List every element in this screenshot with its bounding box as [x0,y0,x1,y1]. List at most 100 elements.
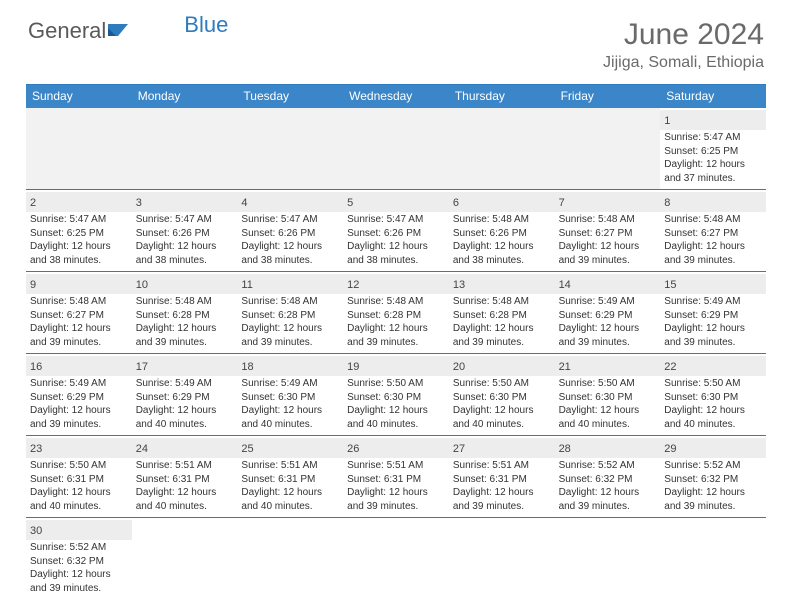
calendar-cell: 12Sunrise: 5:48 AMSunset: 6:28 PMDayligh… [343,272,449,353]
daylight-text-2: and 39 minutes. [30,418,128,432]
calendar-cell [660,518,766,599]
calendar-cell: 9Sunrise: 5:48 AMSunset: 6:27 PMDaylight… [26,272,132,353]
daylight-text-1: Daylight: 12 hours [136,322,234,336]
sunrise-text: Sunrise: 5:48 AM [453,295,551,309]
day-number: 16 [30,361,42,373]
logo-text-general: General [28,18,106,44]
daylight-text-2: and 39 minutes. [664,336,762,350]
sunrise-text: Sunrise: 5:49 AM [241,377,339,391]
daynum-row: 10 [132,274,238,294]
daynum-row: 5 [343,192,449,212]
calendar: SundayMondayTuesdayWednesdayThursdayFrid… [26,84,766,599]
calendar-cell [237,518,343,599]
sunset-text: Sunset: 6:31 PM [30,473,128,487]
sunset-text: Sunset: 6:30 PM [347,391,445,405]
daynum-row: 28 [555,438,661,458]
dayname-row: SundayMondayTuesdayWednesdayThursdayFrid… [26,85,766,108]
day-number: 17 [136,361,148,373]
flag-icon [108,18,136,44]
day-number: 2 [30,197,36,209]
calendar-cell: 6Sunrise: 5:48 AMSunset: 6:26 PMDaylight… [449,190,555,271]
sunrise-text: Sunrise: 5:49 AM [136,377,234,391]
week-row: 23Sunrise: 5:50 AMSunset: 6:31 PMDayligh… [26,436,766,518]
day-number: 20 [453,361,465,373]
sunrise-text: Sunrise: 5:47 AM [30,213,128,227]
day-number: 4 [241,197,247,209]
daylight-text-1: Daylight: 12 hours [559,322,657,336]
daylight-text-1: Daylight: 12 hours [136,486,234,500]
daylight-text-1: Daylight: 12 hours [241,486,339,500]
calendar-cell: 18Sunrise: 5:49 AMSunset: 6:30 PMDayligh… [237,354,343,435]
day-number: 3 [136,197,142,209]
daynum-row: 26 [343,438,449,458]
calendar-cell: 22Sunrise: 5:50 AMSunset: 6:30 PMDayligh… [660,354,766,435]
calendar-cell: 19Sunrise: 5:50 AMSunset: 6:30 PMDayligh… [343,354,449,435]
day-number: 9 [30,279,36,291]
daynum-row: 15 [660,274,766,294]
calendar-cell: 23Sunrise: 5:50 AMSunset: 6:31 PMDayligh… [26,436,132,517]
calendar-cell: 25Sunrise: 5:51 AMSunset: 6:31 PMDayligh… [237,436,343,517]
title-block: June 2024 Jijiga, Somali, Ethiopia [603,18,764,72]
daylight-text-2: and 39 minutes. [347,500,445,514]
header: General Blue June 2024 Jijiga, Somali, E… [0,0,792,80]
daynum-row: 25 [237,438,343,458]
day-number: 22 [664,361,676,373]
daylight-text-2: and 39 minutes. [30,336,128,350]
daynum-row: 11 [237,274,343,294]
daylight-text-1: Daylight: 12 hours [241,404,339,418]
logo-text-blue: Blue [184,12,228,38]
daylight-text-1: Daylight: 12 hours [664,486,762,500]
calendar-cell: 2Sunrise: 5:47 AMSunset: 6:25 PMDaylight… [26,190,132,271]
daynum-row: 22 [660,356,766,376]
daylight-text-2: and 39 minutes. [664,500,762,514]
daynum-row: 20 [449,356,555,376]
day-number: 23 [30,443,42,455]
calendar-cell: 16Sunrise: 5:49 AMSunset: 6:29 PMDayligh… [26,354,132,435]
sunrise-text: Sunrise: 5:48 AM [453,213,551,227]
sunset-text: Sunset: 6:30 PM [241,391,339,405]
day-number: 25 [241,443,253,455]
week-row: 2Sunrise: 5:47 AMSunset: 6:25 PMDaylight… [26,190,766,272]
daynum-row: 19 [343,356,449,376]
daylight-text-1: Daylight: 12 hours [347,404,445,418]
daylight-text-2: and 40 minutes. [347,418,445,432]
sunset-text: Sunset: 6:30 PM [664,391,762,405]
daylight-text-1: Daylight: 12 hours [664,158,762,172]
daylight-text-2: and 39 minutes. [30,582,128,596]
sunrise-text: Sunrise: 5:50 AM [453,377,551,391]
sunrise-text: Sunrise: 5:48 AM [664,213,762,227]
sunset-text: Sunset: 6:28 PM [347,309,445,323]
location-subtitle: Jijiga, Somali, Ethiopia [603,54,764,72]
dayname: Monday [132,85,238,108]
day-number: 28 [559,443,571,455]
daylight-text-2: and 39 minutes. [664,254,762,268]
day-number: 11 [241,279,252,291]
calendar-cell: 8Sunrise: 5:48 AMSunset: 6:27 PMDaylight… [660,190,766,271]
daylight-text-1: Daylight: 12 hours [241,322,339,336]
calendar-cell [449,518,555,599]
sunrise-text: Sunrise: 5:49 AM [664,295,762,309]
daynum-row: 27 [449,438,555,458]
calendar-cell: 20Sunrise: 5:50 AMSunset: 6:30 PMDayligh… [449,354,555,435]
daynum-row: 7 [555,192,661,212]
calendar-cell: 30Sunrise: 5:52 AMSunset: 6:32 PMDayligh… [26,518,132,599]
day-number: 13 [453,279,465,291]
calendar-cell: 4Sunrise: 5:47 AMSunset: 6:26 PMDaylight… [237,190,343,271]
calendar-cell [26,108,132,189]
daylight-text-1: Daylight: 12 hours [136,404,234,418]
sunset-text: Sunset: 6:31 PM [136,473,234,487]
weeks-container: 1Sunrise: 5:47 AMSunset: 6:25 PMDaylight… [26,108,766,599]
day-number: 6 [453,197,459,209]
week-row: 1Sunrise: 5:47 AMSunset: 6:25 PMDaylight… [26,108,766,190]
calendar-cell: 29Sunrise: 5:52 AMSunset: 6:32 PMDayligh… [660,436,766,517]
daynum-row: 17 [132,356,238,376]
calendar-cell: 15Sunrise: 5:49 AMSunset: 6:29 PMDayligh… [660,272,766,353]
daynum-row: 18 [237,356,343,376]
calendar-cell: 5Sunrise: 5:47 AMSunset: 6:26 PMDaylight… [343,190,449,271]
daylight-text-2: and 39 minutes. [559,254,657,268]
daylight-text-1: Daylight: 12 hours [453,486,551,500]
daylight-text-2: and 40 minutes. [136,418,234,432]
daylight-text-1: Daylight: 12 hours [30,486,128,500]
daylight-text-1: Daylight: 12 hours [664,404,762,418]
day-number: 30 [30,525,42,537]
